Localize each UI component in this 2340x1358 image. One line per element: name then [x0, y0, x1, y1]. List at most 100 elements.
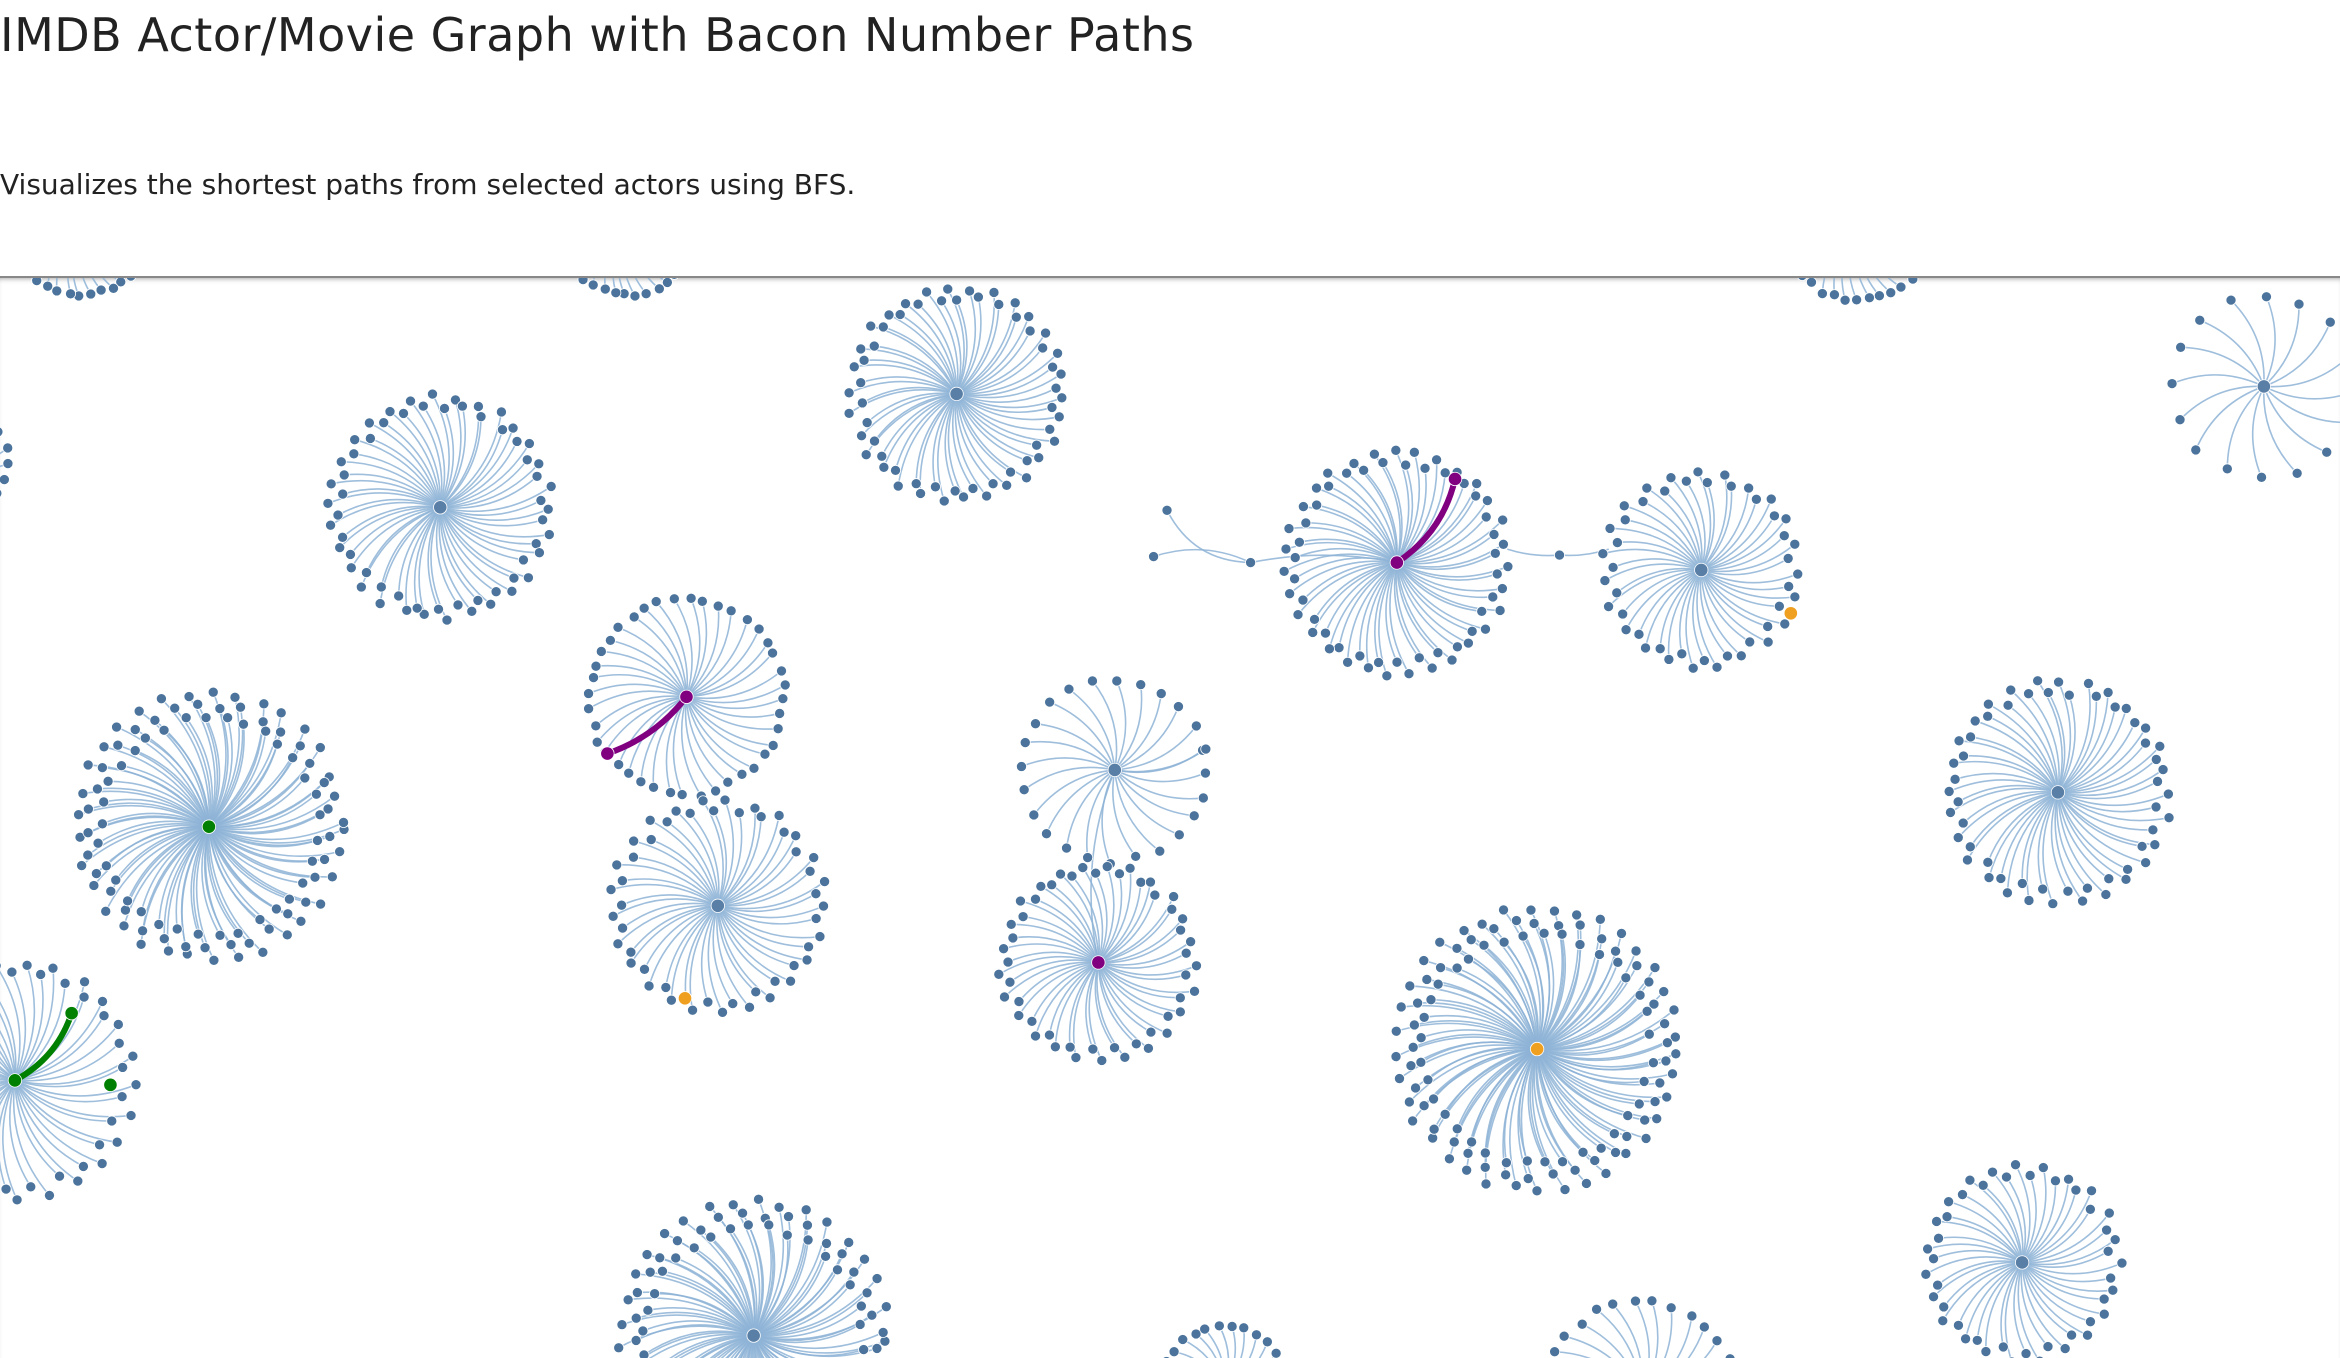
node	[808, 852, 820, 864]
node	[1920, 1268, 1932, 1280]
edge	[2263, 304, 2300, 388]
node	[1724, 1353, 1736, 1358]
edge	[2195, 385, 2265, 451]
edge	[2010, 689, 2059, 793]
node	[1701, 477, 1713, 489]
node	[1341, 467, 1353, 479]
edge	[439, 427, 514, 509]
node	[183, 691, 195, 703]
edge	[956, 330, 1031, 395]
edge	[1035, 722, 1116, 771]
edge	[630, 904, 718, 964]
node	[773, 809, 785, 821]
node	[2107, 1284, 2119, 1296]
node	[427, 388, 438, 400]
edge	[1316, 504, 1398, 563]
node	[1594, 913, 1606, 925]
node	[1616, 927, 1627, 939]
edge	[14, 1079, 123, 1103]
node	[727, 1199, 739, 1211]
node	[665, 994, 677, 1006]
node	[180, 712, 192, 724]
edge	[2021, 1238, 2116, 1266]
edge	[2057, 791, 2157, 813]
node	[1659, 485, 1671, 497]
edge	[14, 1079, 118, 1143]
edge	[14, 965, 36, 1081]
edge	[2042, 791, 2059, 904]
edge	[665, 905, 719, 988]
node	[1419, 462, 1431, 474]
edge	[1114, 684, 1143, 771]
node	[814, 931, 826, 943]
node	[1289, 552, 1301, 564]
edge	[1094, 872, 1108, 963]
edge	[717, 905, 809, 948]
node	[1692, 466, 1704, 478]
node	[1711, 1335, 1723, 1347]
node	[1154, 845, 1166, 857]
node	[506, 585, 518, 597]
node	[51, 285, 63, 297]
node	[282, 908, 294, 920]
edge	[955, 393, 1039, 459]
node	[1190, 960, 1202, 972]
edge	[1023, 766, 1115, 791]
node	[1394, 1073, 1405, 1085]
node	[2063, 689, 2075, 701]
node	[1735, 650, 1747, 662]
edge	[596, 696, 687, 743]
edge	[2057, 694, 2076, 793]
node	[398, 407, 409, 419]
edge	[341, 460, 441, 508]
node	[2086, 1185, 2097, 1197]
edge	[2057, 706, 2116, 794]
edge	[1098, 908, 1173, 964]
node	[1190, 1328, 1202, 1340]
node	[1466, 625, 1478, 637]
node	[1661, 1091, 1673, 1103]
node	[98, 796, 110, 808]
node	[2020, 1348, 2032, 1358]
edge	[1932, 1261, 2023, 1298]
edge	[753, 1269, 839, 1337]
node	[1283, 523, 1295, 534]
edge	[0, 1030, 16, 1081]
node	[949, 485, 961, 497]
node	[475, 411, 487, 423]
edge	[0, 970, 21, 1081]
edge	[2057, 791, 2143, 848]
node	[1415, 1032, 1427, 1044]
edge	[2021, 1175, 2037, 1263]
edge	[188, 696, 216, 827]
node	[679, 689, 694, 704]
edge	[435, 507, 459, 606]
edge	[1988, 791, 2059, 878]
node	[1189, 985, 1200, 997]
node	[1621, 1130, 1633, 1142]
node	[283, 893, 295, 905]
node	[1778, 530, 1790, 542]
node	[102, 775, 114, 787]
node	[2150, 801, 2162, 813]
edge	[860, 376, 957, 395]
edge	[955, 393, 994, 485]
node	[1643, 1028, 1655, 1040]
node	[1885, 287, 1897, 299]
node	[2163, 812, 2175, 824]
node	[96, 762, 108, 774]
node	[1969, 715, 1981, 727]
node	[1633, 1098, 1645, 1110]
edge	[2230, 299, 2265, 387]
node	[1637, 496, 1649, 508]
node	[1030, 1030, 1041, 1042]
edge	[185, 717, 214, 827]
edge	[1503, 1048, 1538, 1163]
edge	[956, 366, 1054, 397]
node	[338, 469, 350, 481]
edge	[1676, 1315, 1693, 1358]
node	[665, 787, 677, 799]
edge	[633, 856, 719, 907]
edge	[1962, 790, 2059, 824]
node	[708, 805, 720, 817]
